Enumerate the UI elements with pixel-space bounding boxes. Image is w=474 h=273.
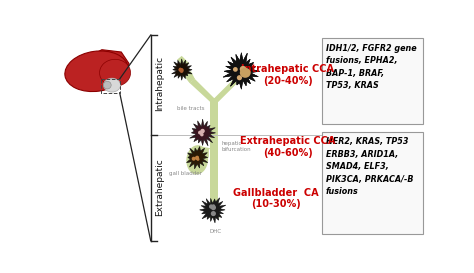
- Circle shape: [241, 72, 245, 76]
- Text: DHC: DHC: [210, 229, 222, 234]
- Ellipse shape: [186, 145, 208, 174]
- FancyBboxPatch shape: [322, 132, 423, 234]
- Circle shape: [237, 75, 242, 80]
- Polygon shape: [201, 147, 210, 152]
- Circle shape: [241, 72, 245, 76]
- Circle shape: [211, 205, 216, 210]
- Polygon shape: [67, 50, 129, 91]
- Polygon shape: [172, 59, 192, 80]
- Polygon shape: [190, 79, 214, 102]
- Ellipse shape: [65, 51, 128, 91]
- Polygon shape: [210, 98, 218, 218]
- Ellipse shape: [240, 68, 251, 78]
- Circle shape: [201, 130, 204, 133]
- Text: Extrahepatic: Extrahepatic: [155, 158, 164, 216]
- Text: Gallbladder  CA
(10-30%): Gallbladder CA (10-30%): [233, 188, 319, 209]
- Circle shape: [195, 156, 199, 160]
- Circle shape: [240, 66, 246, 72]
- Polygon shape: [223, 53, 260, 89]
- Polygon shape: [186, 71, 195, 83]
- Text: IDH1/2, FGFR2 gene
fusions, EPHA2,
BAP-1, BRAF,
TP53, KRAS: IDH1/2, FGFR2 gene fusions, EPHA2, BAP-1…: [326, 43, 417, 90]
- Ellipse shape: [236, 63, 251, 77]
- Ellipse shape: [100, 59, 130, 86]
- Polygon shape: [190, 119, 216, 146]
- Circle shape: [237, 75, 242, 80]
- Circle shape: [195, 156, 199, 159]
- Text: gall bladder: gall bladder: [169, 171, 202, 176]
- Text: hepatic
bifurcation: hepatic bifurcation: [222, 141, 252, 152]
- Circle shape: [200, 133, 204, 136]
- Circle shape: [209, 204, 213, 209]
- Circle shape: [240, 66, 246, 72]
- Polygon shape: [214, 79, 237, 102]
- Polygon shape: [209, 198, 219, 218]
- Text: HER2, KRAS, TP53
ERBB3, ARID1A,
SMAD4, ELF3,
PIK3CA, PRKACA/-B
fusions: HER2, KRAS, TP53 ERBB3, ARID1A, SMAD4, E…: [326, 138, 413, 197]
- Ellipse shape: [103, 78, 120, 92]
- FancyBboxPatch shape: [322, 38, 423, 124]
- Text: Extrahepatic CCA
(40-60%): Extrahepatic CCA (40-60%): [240, 136, 336, 158]
- Text: bile tracts: bile tracts: [177, 106, 205, 111]
- Circle shape: [191, 157, 196, 161]
- Circle shape: [212, 204, 215, 207]
- Polygon shape: [223, 53, 260, 89]
- Circle shape: [233, 67, 238, 72]
- Circle shape: [179, 68, 182, 71]
- Circle shape: [179, 68, 182, 72]
- Text: Intrahepatic: Intrahepatic: [155, 56, 164, 111]
- Polygon shape: [180, 67, 195, 83]
- Circle shape: [196, 158, 200, 161]
- Polygon shape: [186, 146, 208, 169]
- Circle shape: [211, 211, 216, 216]
- Circle shape: [180, 68, 183, 72]
- Circle shape: [233, 67, 238, 72]
- Polygon shape: [200, 198, 226, 223]
- Circle shape: [201, 129, 205, 133]
- Polygon shape: [177, 56, 190, 67]
- Circle shape: [103, 81, 111, 89]
- Polygon shape: [205, 150, 209, 159]
- Circle shape: [180, 69, 183, 73]
- Circle shape: [198, 131, 202, 135]
- Polygon shape: [234, 61, 245, 79]
- Text: Intrahepatic CCA
(20-40%): Intrahepatic CCA (20-40%): [241, 64, 334, 86]
